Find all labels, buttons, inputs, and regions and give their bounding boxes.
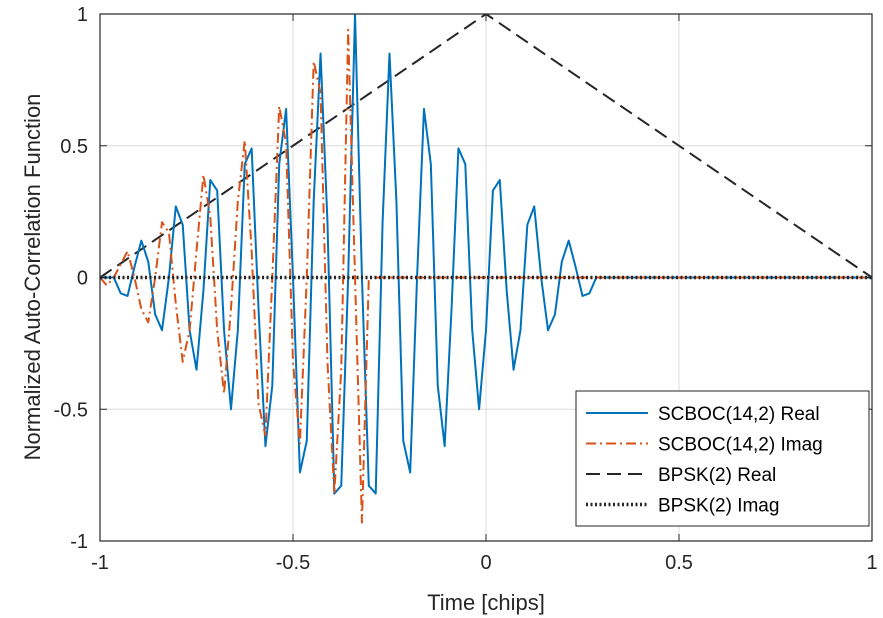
series-layer xyxy=(100,14,872,524)
ticks: -1 -0.5 0 0.5 1 -1 -0.5 0 0.5 1 xyxy=(54,4,878,574)
y-axis-label: Normalized Auto-Correlation Function xyxy=(20,94,45,461)
y-tick-label: 0 xyxy=(77,268,88,290)
legend-entry: SCBOC(14,2) Real xyxy=(658,404,820,425)
legend-entry: SCBOC(14,2) Imag xyxy=(658,435,823,456)
x-tick-label: 1 xyxy=(866,552,877,574)
y-tick-label: 0.5 xyxy=(60,136,88,158)
legend: SCBOC(14,2) Real SCBOC(14,2) Imag BPSK(2) … xyxy=(575,390,870,527)
y-tick-label: 1 xyxy=(77,4,88,26)
x-axis-label: Time [chips] xyxy=(427,590,545,615)
x-tick-label: 0 xyxy=(480,552,491,574)
x-tick-label: 0.5 xyxy=(665,552,693,574)
y-tick-label: -1 xyxy=(70,531,88,553)
series-line xyxy=(100,28,872,524)
x-tick-label: -1 xyxy=(91,552,109,574)
legend-entry: BPSK(2) Real xyxy=(658,465,776,486)
x-tick-label: -0.5 xyxy=(276,552,310,574)
series-line xyxy=(100,14,872,279)
y-tick-label: -0.5 xyxy=(54,399,88,421)
legend-entry: BPSK(2) Imag xyxy=(658,496,779,517)
